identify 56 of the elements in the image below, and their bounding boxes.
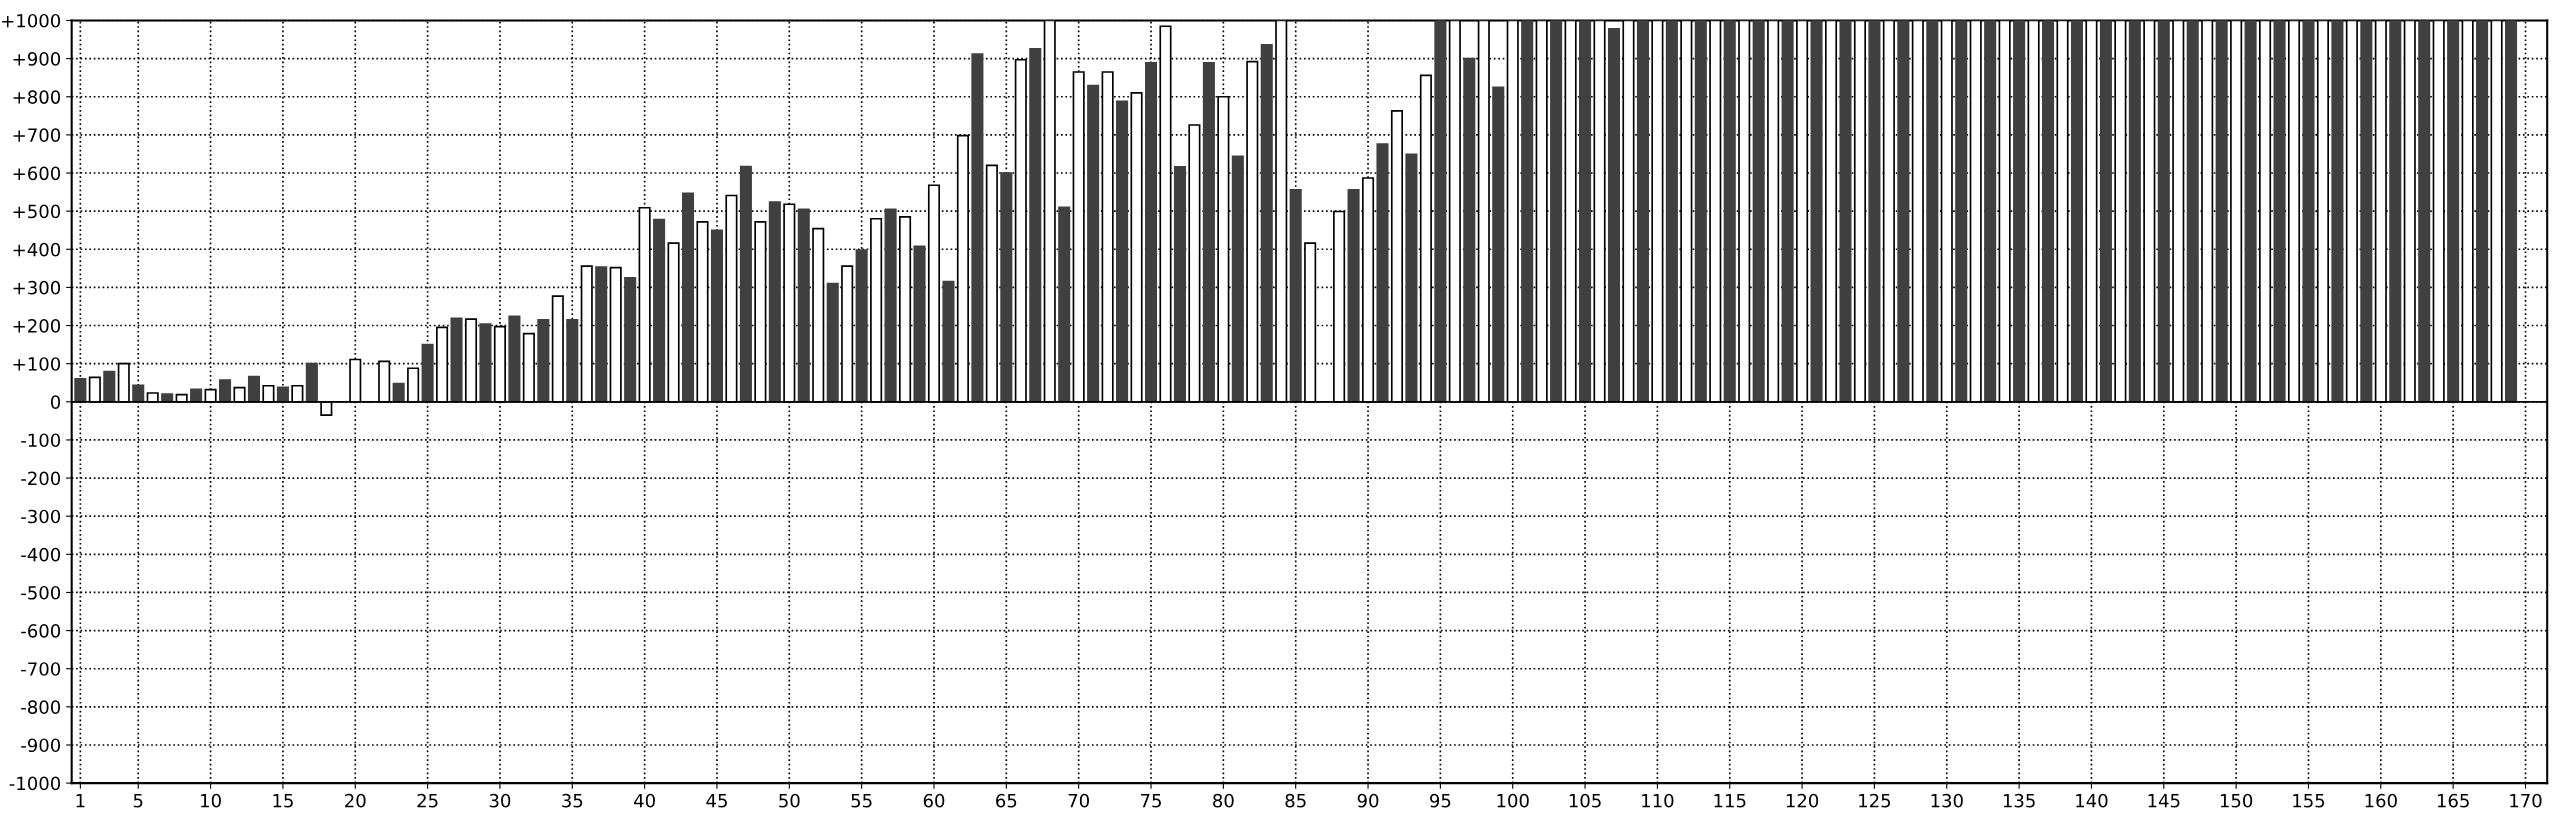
x-tick-label: 100 [1497,793,1529,808]
x-tick-label: 90 [1357,793,1379,808]
y-tick-label: +200 [13,319,61,333]
x-tick-label: 35 [562,793,583,808]
x-tick-label: 150 [2220,793,2253,808]
y-tick-label: +700 [13,128,61,143]
y-tick-label: +300 [13,280,61,295]
y-tick-label: -700 [21,662,61,676]
y-tick-label: -800 [21,700,61,714]
x-tick-label: 45 [706,794,727,808]
x-tick-label: 20 [345,793,366,808]
x-tick-label: 85 [1285,793,1306,808]
y-tick-label: -400 [21,547,61,562]
y-tick-label: +500 [13,204,61,219]
x-tick-label: 50 [779,793,800,808]
x-tick-label: 5 [133,794,143,808]
x-tick-label: 60 [923,793,945,808]
y-tick-label: -900 [21,738,61,753]
x-tick-label: 115 [1714,794,1746,808]
x-tick-label: 110 [1642,793,1674,808]
y-tick-label: +600 [13,166,61,181]
x-tick-label: 165 [2437,793,2469,808]
x-tick-label: 125 [1859,793,1891,808]
x-tick-label: 55 [851,794,872,808]
x-tick-label: 155 [2293,794,2325,808]
x-tick-label: 135 [2003,793,2035,808]
x-tick-label: 25 [417,793,438,808]
x-tick-label: 130 [1931,793,1963,808]
x-tick-label: 1 [76,794,85,808]
y-tick-label: +1000 [2,13,61,28]
x-tick-label: 65 [996,793,1017,808]
x-tick-label: 70 [1068,793,1089,808]
y-tick-label: -200 [21,471,61,486]
x-tick-label: 145 [2148,794,2180,808]
x-tick-label: 80 [1213,793,1234,808]
x-tick-label: 120 [1786,793,1819,808]
y-tick-label: +400 [13,242,61,257]
y-tick-label: -100 [21,433,61,448]
y-tick-label: -600 [21,624,61,638]
x-tick-label: 30 [489,793,511,808]
y-tick-label: +800 [13,90,61,104]
y-tick-label: +900 [13,52,61,66]
x-tick-label: 10 [201,793,221,808]
x-tick-label: 105 [1569,793,1601,808]
y-tick-label: +100 [13,357,61,371]
x-tick-label: 40 [634,793,655,808]
y-tick-label: -500 [21,585,61,600]
x-tick-label: 95 [1430,793,1451,808]
x-tick-label: 160 [2365,793,2397,808]
y-tick-label: -300 [21,509,61,524]
y-tick-label: 0 [50,395,61,409]
x-tick-label: 15 [273,794,293,808]
x-tick-label: 75 [1141,794,1161,808]
y-tick-label: -1000 [9,776,61,791]
x-tick-label: 140 [2076,793,2108,808]
x-tick-label: 170 [2510,793,2542,808]
